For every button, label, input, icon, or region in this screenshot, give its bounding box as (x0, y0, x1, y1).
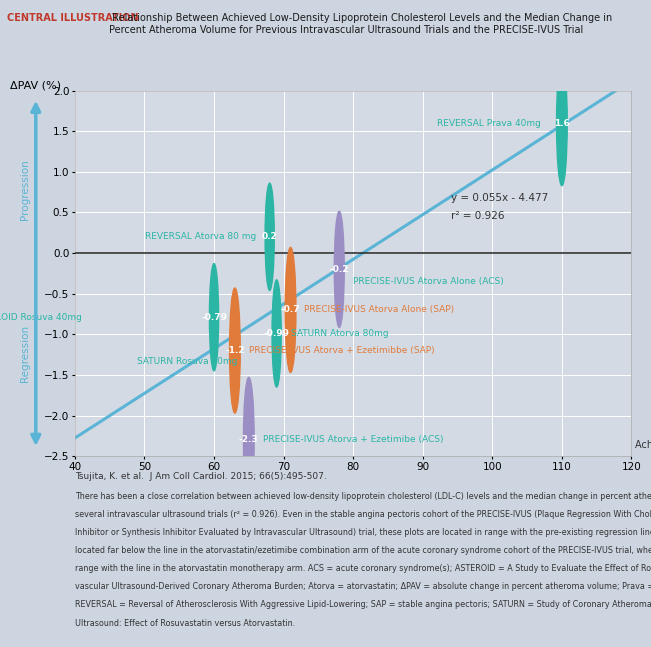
Text: r² = 0.926: r² = 0.926 (450, 212, 504, 221)
Text: located far below the line in the atorvastatin/ezetimibe combination arm of the : located far below the line in the atorva… (75, 546, 651, 555)
Text: REVERSAL Atorva 80 mg: REVERSAL Atorva 80 mg (145, 232, 256, 241)
Text: SATURN Rosuva 40mg: SATURN Rosuva 40mg (137, 357, 238, 366)
Text: ASTEROID Rosuva 40mg: ASTEROID Rosuva 40mg (0, 313, 82, 322)
Text: -0.2: -0.2 (329, 265, 349, 274)
Circle shape (334, 211, 344, 327)
Text: CENTRAL ILLUSTRATION: CENTRAL ILLUSTRATION (7, 14, 138, 23)
Text: range with the line in the atorvastatin monotherapy arm. ACS = acute coronary sy: range with the line in the atorvastatin … (75, 564, 651, 573)
Text: 1.6: 1.6 (554, 118, 570, 127)
Text: Relationship Between Achieved Low-Density Lipoprotein Cholesterol Levels and the: Relationship Between Achieved Low-Densit… (109, 14, 612, 35)
Text: -0.99: -0.99 (264, 329, 290, 338)
Text: -1.2: -1.2 (225, 346, 245, 355)
Text: Regression: Regression (20, 325, 30, 382)
Text: Ultrasound: Effect of Rosuvastatin versus Atorvastatin.: Ultrasound: Effect of Rosuvastatin versu… (75, 619, 295, 628)
Text: Progression: Progression (20, 159, 30, 219)
Circle shape (210, 263, 219, 371)
Text: 0.2: 0.2 (262, 232, 277, 241)
Text: PRECISE-IVUS Atorva Alone (SAP): PRECISE-IVUS Atorva Alone (SAP) (305, 305, 454, 314)
Text: Achieved LDL-C (mg/dl) →: Achieved LDL-C (mg/dl) → (635, 440, 651, 450)
Text: Tsujita, K. et al.  J Am Coll Cardiol. 2015; 66(5):495-507.: Tsujita, K. et al. J Am Coll Cardiol. 20… (75, 472, 327, 481)
Text: ΔPAV (%): ΔPAV (%) (10, 81, 61, 91)
Text: SATURN Atorva 80mg: SATURN Atorva 80mg (290, 329, 388, 338)
Text: -0.79: -0.79 (201, 313, 227, 322)
Text: PRECISE-IVUS Atorva + Ezetimibbe (SAP): PRECISE-IVUS Atorva + Ezetimibbe (SAP) (249, 346, 434, 355)
Text: There has been a close correlation between achieved low-density lipoprotein chol: There has been a close correlation betwe… (75, 492, 651, 501)
Text: Inhibitor or Synthesis Inhibitor Evaluated by Intravascular Ultrasound) trial, t: Inhibitor or Synthesis Inhibitor Evaluat… (75, 528, 651, 537)
Text: several intravascular ultrasound trials (r² = 0.926). Even in the stable angina : several intravascular ultrasound trials … (75, 510, 651, 519)
Circle shape (243, 377, 254, 503)
Text: REVERSAL = Reversal of Atherosclerosis With Aggressive Lipid-Lowering; SAP = sta: REVERSAL = Reversal of Atherosclerosis W… (75, 600, 651, 609)
Text: PRECISE-IVUS Atorva + Ezetimibe (ACS): PRECISE-IVUS Atorva + Ezetimibe (ACS) (263, 435, 443, 444)
Text: vascular Ultrasound-Derived Coronary Atheroma Burden; Atorva = atorvastatin; ΔPA: vascular Ultrasound-Derived Coronary Ath… (75, 582, 651, 591)
Circle shape (272, 280, 281, 387)
Text: REVERSAL Prava 40mg: REVERSAL Prava 40mg (437, 118, 541, 127)
Text: y = 0.055x - 4.477: y = 0.055x - 4.477 (450, 193, 548, 203)
Circle shape (230, 288, 240, 413)
Text: PRECISE-IVUS Atorva Alone (ACS): PRECISE-IVUS Atorva Alone (ACS) (353, 277, 504, 286)
Circle shape (557, 61, 567, 186)
Text: -0.7: -0.7 (281, 305, 300, 314)
Circle shape (285, 247, 296, 373)
Circle shape (265, 183, 274, 291)
Text: -2.3: -2.3 (239, 435, 258, 444)
